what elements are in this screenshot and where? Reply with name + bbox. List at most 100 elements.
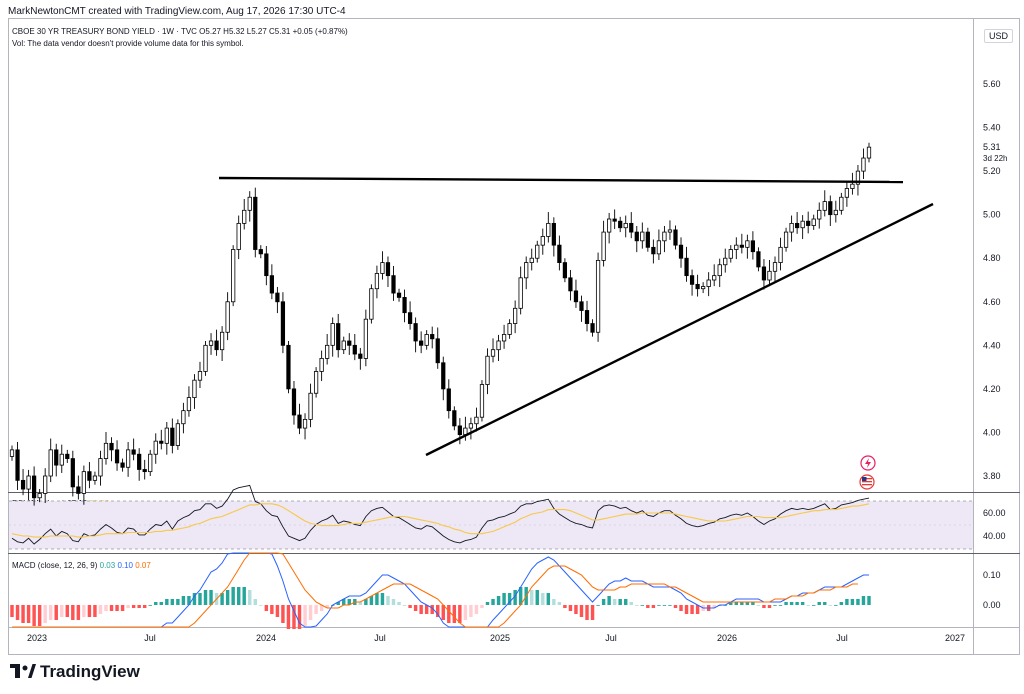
- candle-body: [435, 338, 440, 364]
- macd-histogram-bar: [557, 602, 562, 605]
- candle-body: [142, 469, 147, 473]
- candle-body: [850, 183, 855, 189]
- macd-histogram-bar: [530, 590, 534, 605]
- macd-histogram-bar: [98, 605, 103, 614]
- candle-body: [612, 218, 617, 222]
- macd-histogram-bar: [436, 605, 440, 617]
- macd-histogram-bar: [203, 590, 208, 605]
- macd-histogram-bar: [43, 605, 47, 623]
- candle-body: [430, 334, 435, 340]
- price-tick-label: 5.40: [983, 123, 1001, 133]
- pane-divider-rsi-macd[interactable]: [8, 553, 1020, 554]
- macd-histogram-bar: [773, 605, 777, 606]
- candle-body: [452, 410, 457, 427]
- macd-histogram-bar: [430, 605, 434, 614]
- rsi-tick-label: 40.00: [983, 531, 1006, 541]
- candle-body: [275, 292, 280, 303]
- macd-histogram-bar: [552, 599, 556, 605]
- macd-histogram-bar: [181, 596, 186, 605]
- macd-histogram-bar: [120, 605, 125, 611]
- macd-histogram-bar: [402, 605, 407, 606]
- trendlines-group[interactable]: [218, 176, 934, 457]
- time-tick-label: Jul: [605, 633, 617, 643]
- candle-body: [264, 253, 269, 277]
- candle-body: [535, 244, 540, 259]
- candle-body: [231, 249, 236, 303]
- macd-histogram-bar: [48, 605, 53, 620]
- macd-histogram-bar: [109, 605, 114, 611]
- price-badge: 5.31 3d 22h: [983, 142, 1007, 163]
- macd-histogram-bar: [220, 593, 224, 605]
- macd-histogram-bar: [308, 605, 313, 620]
- candle-body: [479, 384, 485, 418]
- price-tick-label: 5.20: [983, 166, 1001, 176]
- macd-histogram-bar: [54, 605, 58, 620]
- candle-body: [695, 283, 700, 290]
- candle-body: [667, 229, 673, 233]
- candle-body: [352, 344, 357, 355]
- macd-histogram-bar: [15, 605, 20, 620]
- macd-histogram-bar: [314, 605, 318, 614]
- macd-histogram-bar: [325, 605, 329, 608]
- candle-body: [181, 410, 186, 425]
- macd-histogram-bar: [303, 605, 307, 626]
- candle-body: [767, 270, 772, 281]
- symbol-legend[interactable]: CBOE 30 YR TREASURY BOND YIELD · 1W · TV…: [12, 27, 348, 36]
- macd-histogram-bar: [65, 605, 70, 617]
- macd-histogram-bar: [729, 602, 733, 605]
- macd-histogram-bar: [618, 599, 622, 605]
- candle-body: [817, 209, 822, 220]
- time-tick-label: Jul: [374, 633, 386, 643]
- macd-histogram-bar: [115, 605, 119, 611]
- candle-body: [120, 462, 125, 468]
- candle-body: [441, 362, 446, 390]
- candle-body: [363, 318, 368, 359]
- lightning-icon[interactable]: [860, 455, 876, 471]
- macd-histogram-bar: [26, 605, 31, 623]
- pane-divider-price-rsi[interactable]: [8, 492, 1020, 493]
- candle-body: [673, 229, 678, 246]
- price-tick-label: 4.20: [983, 384, 1001, 394]
- macd-histogram-bar: [684, 605, 689, 614]
- candle-body: [219, 331, 225, 351]
- macd-histogram-bar: [751, 602, 755, 605]
- candle-body: [739, 244, 744, 248]
- tradingview-logo[interactable]: TradingView: [10, 662, 140, 682]
- candle-body: [419, 340, 424, 346]
- macd-histogram-bar: [292, 605, 296, 629]
- macd-histogram-bar: [248, 590, 252, 605]
- candle-body: [678, 244, 684, 259]
- candle-body: [496, 340, 501, 351]
- price-tick-label: 4.80: [983, 253, 1001, 263]
- macd-histogram-bar: [856, 599, 860, 605]
- candle-body: [468, 423, 474, 429]
- candle-body: [291, 388, 297, 416]
- us-flag-icon[interactable]: [859, 474, 875, 490]
- candle-body: [761, 266, 767, 281]
- candle-body: [369, 288, 374, 320]
- macd-histogram-bar: [242, 587, 246, 605]
- candle-body: [37, 493, 42, 499]
- candle-body: [76, 486, 81, 494]
- macd-histogram-bar: [424, 605, 429, 614]
- macd-histogram-bar: [762, 605, 766, 608]
- candle-body: [137, 453, 142, 470]
- macd-histogram-bar: [259, 605, 263, 606]
- candle-body: [457, 425, 462, 436]
- candle-body: [601, 231, 606, 261]
- candle-body: [789, 222, 794, 233]
- candle-body: [595, 259, 601, 333]
- candle-body: [706, 279, 711, 287]
- macd-histogram-bar: [419, 605, 423, 614]
- countdown-label: 3d 22h: [983, 154, 1007, 163]
- macd-histogram-bar: [485, 602, 490, 605]
- macd-histogram-bar: [447, 605, 451, 623]
- macd-histogram-bar: [568, 605, 573, 611]
- macd-histogram-bar: [646, 605, 650, 608]
- chart-frame: [8, 18, 1020, 655]
- macd-legend[interactable]: MACD (close, 12, 26, 9) 0.03 0.10 0.07: [12, 561, 151, 570]
- macd-histogram-bar: [629, 602, 633, 605]
- candle-body: [795, 222, 800, 229]
- currency-label[interactable]: USD: [984, 29, 1014, 43]
